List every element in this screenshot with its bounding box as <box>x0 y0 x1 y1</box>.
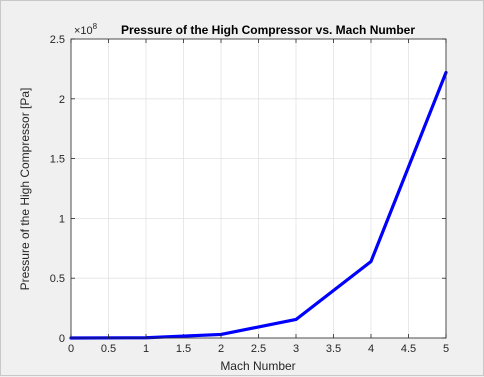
x-tick-label: 5 <box>443 343 449 355</box>
x-tick-label: 0.5 <box>101 343 116 355</box>
chart-title: Pressure of the High Compressor vs. Mach… <box>121 23 415 37</box>
y-tick-label: 0 <box>59 333 65 345</box>
x-tick-label: 1.5 <box>176 343 191 355</box>
x-tick-label: 4 <box>368 343 374 355</box>
x-axis-label: Mach Number <box>220 359 295 373</box>
y-exponent-label: ×108 <box>74 22 98 37</box>
y-exponent-power: 8 <box>93 22 98 31</box>
y-axis-ticks: 0 0.5 1 1.5 2 2.5 <box>50 34 446 345</box>
y-tick-label: 2.5 <box>50 34 65 46</box>
x-axis-ticks: 0 0.5 1 1.5 2 2.5 3 3.5 4 4.5 5 <box>68 39 449 355</box>
y-tick-label: 0.5 <box>50 273 65 285</box>
y-axis-label: Pressure of the High Compressor [Pa] <box>18 88 32 291</box>
y-tick-label: 2 <box>59 94 65 106</box>
y-tick-label: 1 <box>59 213 65 225</box>
x-tick-label: 1 <box>143 343 149 355</box>
x-tick-label: 3 <box>293 343 299 355</box>
x-tick-label: 4.5 <box>401 343 416 355</box>
y-exponent-base: ×10 <box>74 25 93 37</box>
x-tick-label: 0 <box>68 343 74 355</box>
y-tick-label: 1.5 <box>50 154 65 166</box>
x-tick-label: 2 <box>218 343 224 355</box>
x-tick-label: 2.5 <box>251 343 266 355</box>
x-tick-label: 3.5 <box>326 343 341 355</box>
